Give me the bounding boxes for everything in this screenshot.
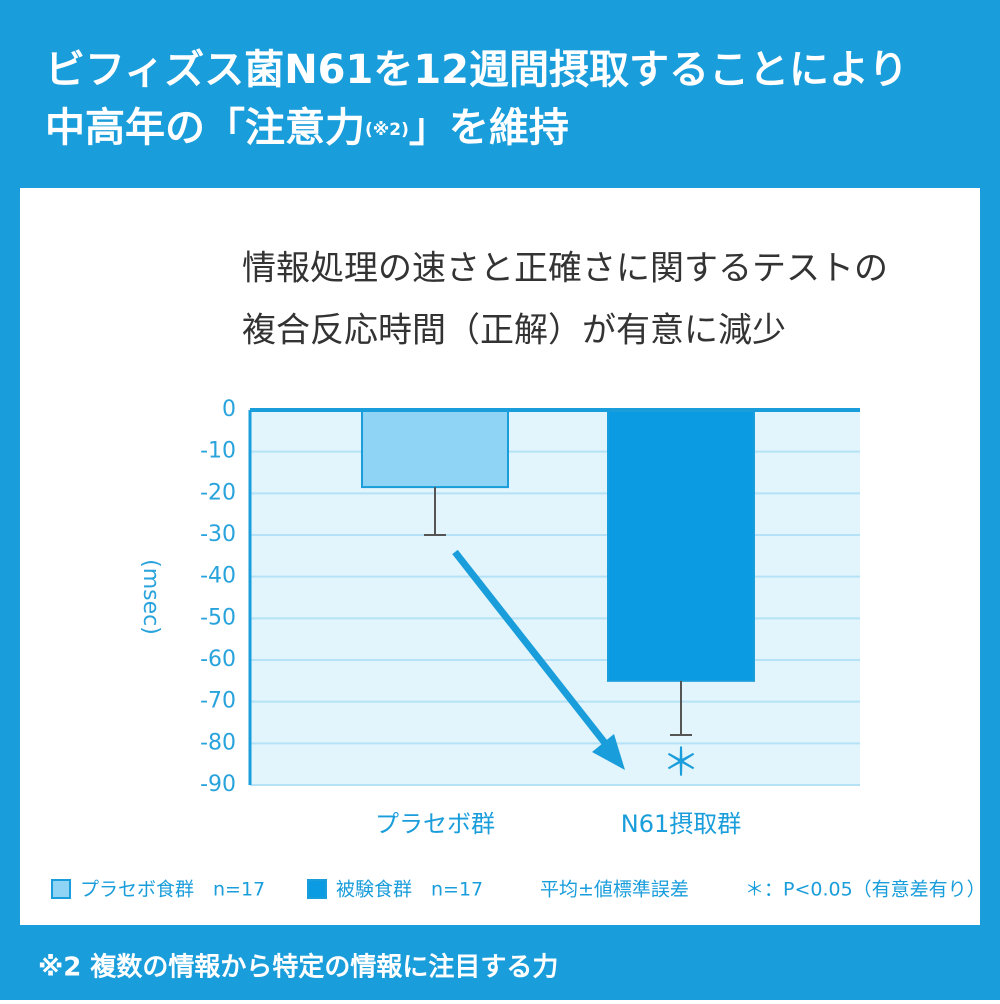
x-tick-label: プラセボ群 bbox=[375, 810, 495, 838]
y-tick-label: -50 bbox=[200, 605, 236, 630]
header-note: (※2) bbox=[365, 120, 409, 140]
arrow-head bbox=[592, 734, 625, 770]
header-part: 中高年の「注意力 bbox=[45, 105, 365, 151]
y-tick-label: -80 bbox=[200, 730, 236, 755]
bar bbox=[361, 409, 509, 489]
error-bar bbox=[424, 487, 446, 536]
chart-title: 複合反応時間（正解）が有意に減少 bbox=[242, 311, 786, 351]
header-line1: ビフィズス菌N61を12週間摂取することにより bbox=[45, 47, 908, 93]
legend-label: 平均±値標準誤差 bbox=[540, 879, 689, 901]
legend-label: ＊：P<0.05（有意差有り） bbox=[745, 879, 986, 901]
bar bbox=[607, 409, 755, 682]
y-tick-label: -90 bbox=[200, 772, 236, 797]
y-tick-label: 0 bbox=[222, 397, 236, 422]
legend-label: 被験食群 n=17 bbox=[336, 879, 483, 901]
y-tick-label: -30 bbox=[200, 522, 236, 547]
legend-swatch bbox=[307, 879, 327, 899]
y-axis-label: (msec) bbox=[138, 559, 163, 635]
y-tick-label: -20 bbox=[200, 480, 236, 505]
x-tick-label: N61摂取群 bbox=[621, 810, 742, 838]
plot: 0 -10 -20 -30 -40 -50 -60 -70 -80 -90 プラセボ群 N61摂取群 ＊… bbox=[51, 397, 986, 901]
y-tick-label: -40 bbox=[200, 564, 236, 589]
plot-area bbox=[250, 410, 860, 785]
legend-label: プラセボ食群 n=17 bbox=[80, 879, 265, 901]
y-tick-label: -10 bbox=[200, 439, 236, 464]
annotation: ＊ bbox=[662, 741, 700, 785]
footnote: ※2 複数の情報から特定の情報に注目する力 bbox=[38, 952, 558, 983]
chart-title: 情報処理の速さと正確さに関するテストの bbox=[242, 249, 888, 289]
y-tick-label: -70 bbox=[200, 689, 236, 714]
error-bar bbox=[670, 680, 692, 736]
legend-swatch bbox=[51, 879, 71, 899]
arrow bbox=[452, 549, 615, 755]
header-line2: 中高年の「注意力(※2)」を維持 bbox=[45, 105, 569, 151]
header-part: 」を維持 bbox=[409, 105, 569, 151]
y-tick-label: -60 bbox=[200, 647, 236, 672]
